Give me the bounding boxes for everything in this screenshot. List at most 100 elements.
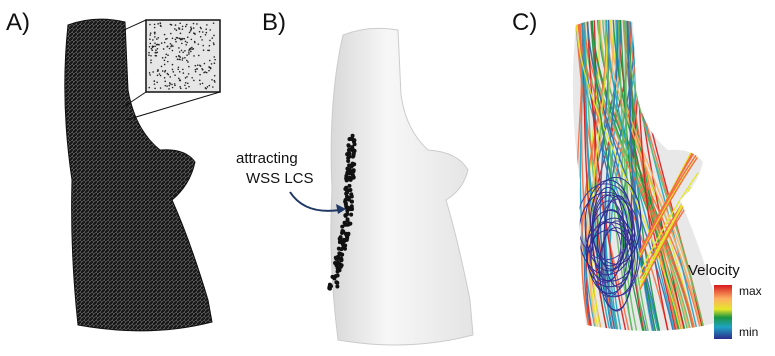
lcs-point	[353, 149, 357, 153]
mesh-node	[190, 48, 192, 50]
panel-label: A)	[6, 9, 30, 36]
mesh-node	[190, 30, 192, 32]
mesh-node	[199, 74, 201, 76]
lcs-point	[335, 281, 339, 285]
mesh-node	[202, 31, 204, 33]
mesh-node	[154, 55, 156, 57]
mesh-node	[185, 82, 187, 84]
mesh-node	[208, 66, 210, 68]
lcs-point	[349, 213, 353, 217]
mesh-node	[154, 88, 156, 90]
mesh-node	[175, 24, 177, 26]
mesh-node	[202, 83, 204, 85]
mesh-node	[196, 68, 198, 70]
mesh-node	[214, 75, 216, 77]
legend-title: Velocity	[688, 262, 740, 279]
mesh-node	[206, 24, 208, 26]
mesh-node	[175, 41, 177, 43]
lcs-point	[347, 198, 351, 202]
lcs-point	[348, 222, 352, 226]
colorbar	[714, 285, 732, 339]
lcs-point	[336, 270, 340, 274]
mesh-node	[175, 39, 177, 41]
inset-connector	[124, 20, 146, 30]
mesh-node	[154, 24, 156, 26]
mesh-node	[186, 24, 188, 26]
mesh-node	[149, 72, 151, 74]
lcs-point	[343, 238, 347, 242]
mesh-node	[199, 83, 201, 85]
mesh-node	[149, 38, 151, 40]
mesh-node	[179, 56, 181, 58]
lcs-point	[351, 137, 355, 141]
mesh-node	[186, 54, 188, 56]
mesh-node	[194, 33, 196, 35]
mesh-node	[189, 32, 191, 34]
mesh-node	[178, 55, 180, 57]
mesh-node	[213, 44, 215, 46]
mesh-node	[182, 28, 184, 30]
lcs-point	[340, 229, 344, 233]
mesh-node	[178, 28, 180, 30]
lcs-point	[339, 252, 343, 256]
lcs-point	[351, 134, 355, 138]
mesh-node	[178, 78, 180, 80]
mesh-node	[209, 60, 211, 62]
mesh-node	[184, 57, 186, 59]
mesh-node	[150, 43, 152, 45]
mesh-node	[198, 55, 200, 57]
mesh-node	[195, 65, 197, 67]
mesh-node	[176, 29, 178, 31]
lcs-point	[351, 169, 355, 173]
mesh-node	[165, 70, 167, 72]
mesh-node	[165, 85, 167, 87]
mesh-node	[179, 38, 181, 40]
mesh-node	[196, 23, 198, 25]
mesh-node	[151, 49, 153, 51]
mesh-node	[214, 81, 216, 83]
lcs-point	[351, 173, 355, 177]
mesh-node	[172, 71, 174, 73]
mesh-node	[191, 47, 193, 49]
mesh-node	[188, 51, 190, 53]
lcs-point	[332, 275, 336, 279]
mesh-node	[207, 50, 209, 52]
mesh-node	[200, 36, 202, 38]
lcs-point	[347, 163, 351, 167]
mesh-node	[186, 60, 188, 62]
mesh-node	[180, 33, 182, 35]
lcs-point	[346, 233, 350, 237]
mesh-node	[149, 46, 151, 48]
lcs-point	[343, 247, 347, 251]
lcs-point	[339, 235, 343, 239]
lcs-point	[343, 221, 347, 225]
mesh-node	[194, 42, 196, 44]
mesh-node	[209, 29, 211, 31]
lcs-point	[339, 265, 343, 269]
mesh-node	[193, 23, 195, 25]
mesh-node	[214, 62, 216, 64]
mesh-node	[165, 38, 167, 40]
lcs-point	[350, 204, 354, 208]
mesh-node	[183, 72, 185, 74]
mesh-node	[162, 57, 164, 59]
mesh-node	[167, 45, 169, 47]
mesh-node	[174, 74, 176, 76]
mesh-node	[190, 51, 192, 53]
mesh-node	[172, 37, 174, 39]
mesh-node	[199, 31, 201, 33]
mesh-node	[157, 48, 159, 50]
lcs-point	[338, 240, 342, 244]
mesh-node	[148, 54, 150, 56]
mesh-node	[195, 71, 197, 73]
mesh-node	[190, 26, 192, 28]
lcs-point	[349, 178, 353, 182]
lcs-point	[327, 286, 331, 290]
mesh-node	[185, 88, 187, 90]
mesh-node	[202, 45, 204, 47]
mesh-node	[186, 76, 188, 78]
mesh-node	[161, 42, 163, 44]
lcs-point	[339, 258, 343, 262]
mesh-node	[206, 32, 208, 34]
mesh-node	[200, 28, 202, 30]
